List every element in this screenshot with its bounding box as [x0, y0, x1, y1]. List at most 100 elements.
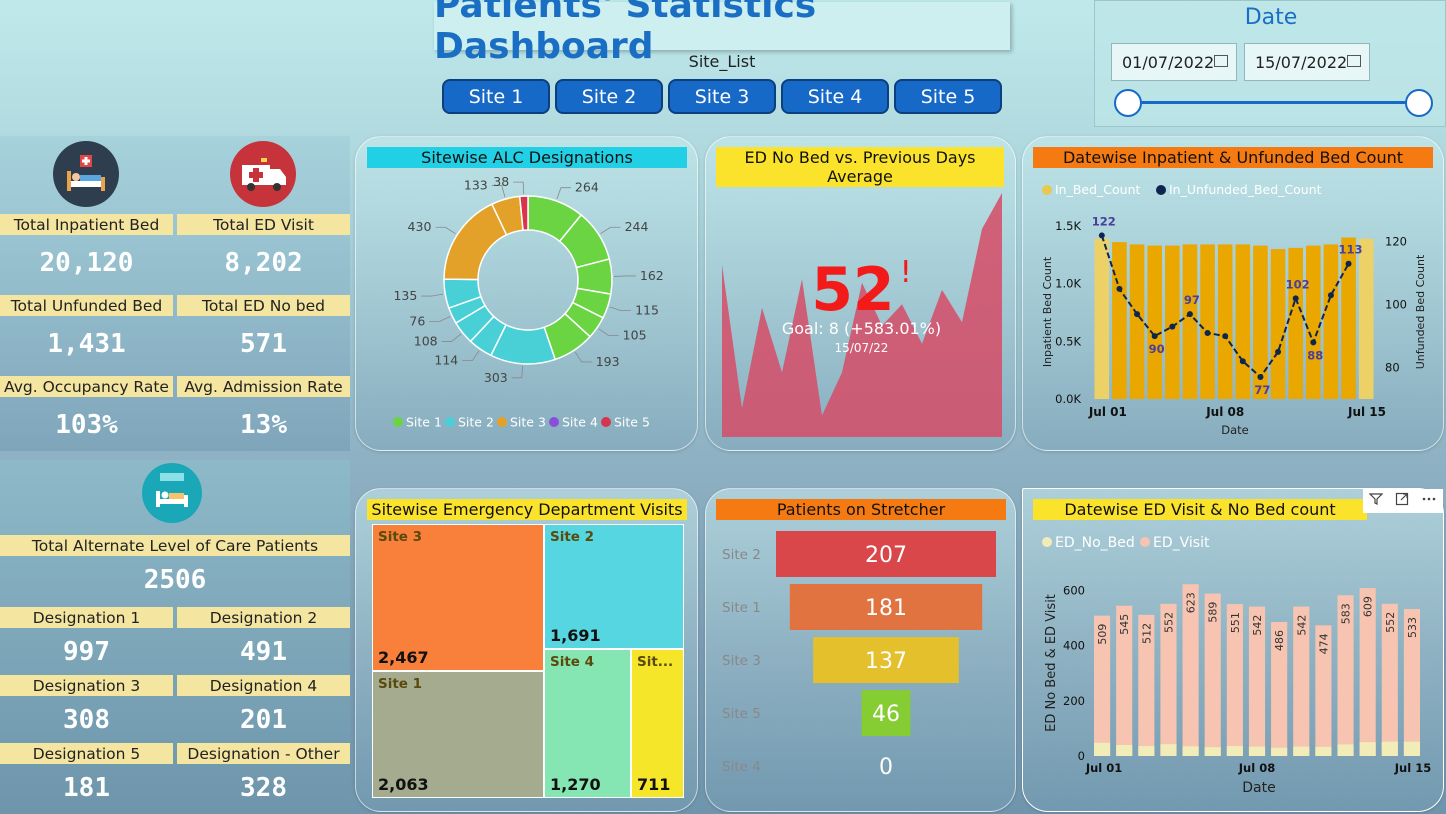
ed-visit-bar [1337, 595, 1354, 756]
hospital-bed-icon [53, 141, 119, 207]
treemap-tile-label: Site 3 [378, 529, 423, 545]
ed-visit-data-label: 552 [1162, 612, 1175, 633]
unfunded-bed-data-label: 88 [1307, 348, 1323, 362]
total-inpatient-bed-label: Total Inpatient Bed [0, 214, 173, 235]
unfunded-bed-point [1222, 333, 1229, 340]
focus-mode-icon[interactable] [1395, 492, 1409, 510]
ed-visit-bar [1182, 584, 1199, 756]
donut-data-label: 133 [464, 178, 488, 193]
site-4-button[interactable]: Site 4 [781, 79, 889, 114]
inpatient-bed-bar [1341, 237, 1356, 399]
ed-visit-bar [1403, 609, 1420, 756]
inpatient-bed-bar [1217, 244, 1233, 399]
site-5-button[interactable]: Site 5 [894, 79, 1002, 114]
kpi-panel: Total Inpatient Bed Total ED Visit 20,12… [0, 136, 350, 451]
ed-visit-data-label: 512 [1140, 623, 1153, 644]
inpatient-bed-bar [1306, 245, 1321, 399]
site-3-button[interactable]: Site 3 [668, 79, 776, 114]
ed-no-bed-bar [1116, 744, 1133, 756]
designation-4-value: 201 [240, 705, 287, 735]
ed-visit-data-label: 609 [1362, 596, 1375, 617]
y2-tick-label: 120 [1385, 235, 1407, 249]
y2-tick-label: 100 [1385, 298, 1407, 312]
alc-donut-title: Sitewise ALC Designations [367, 147, 687, 168]
funnel-bar [813, 637, 959, 683]
unfunded-bed-point [1275, 348, 1282, 355]
donut-leader-line [421, 293, 444, 297]
page-title: Patients' Statistics Dashboard [434, 0, 817, 67]
ed-no-bed-bar [1248, 746, 1266, 756]
ed-visit-bar [1160, 603, 1177, 756]
designation-3-value: 308 [63, 705, 110, 735]
inpatient-bed-bar [1182, 244, 1198, 399]
y2-axis-title: Unfunded Bed Count [1414, 254, 1427, 369]
designation-other-label: Designation - Other [177, 743, 350, 764]
unfunded-bed-point [1310, 339, 1317, 346]
treemap-tile-value: 711 [637, 775, 671, 794]
ed-no-bed-bar [1381, 741, 1398, 756]
filter-icon[interactable] [1368, 492, 1384, 510]
y2-tick-label: 80 [1385, 361, 1400, 375]
y-tick-label: 0.5K [1055, 334, 1081, 348]
ed-visits-treemap: Site 3 2,467 Site 2 1,691 Site 1 2,063 Site 4 1… [372, 524, 684, 798]
inpatient-bed-bar [1147, 245, 1162, 399]
ed-visit-bar [1204, 593, 1221, 756]
unfunded-bed-data-label: 102 [1286, 277, 1310, 291]
designation-2-value: 491 [240, 637, 287, 667]
treemap-tile: Site 1 2,063 [372, 671, 544, 798]
ed-visit-bar [1271, 622, 1288, 756]
inpatient-bed-bar [1288, 247, 1303, 399]
donut-data-label: 193 [596, 354, 620, 369]
site-list-label: Site_List [688, 52, 756, 71]
ed-visit-bar [1116, 605, 1133, 756]
donut-leader-line [513, 181, 525, 195]
dashboard-title-box: Patients' Statistics Dashboard [434, 0, 1010, 67]
y-tick-label: 1.0K [1055, 277, 1081, 291]
ed-visit-bar [1094, 615, 1111, 756]
donut-leader-line [600, 226, 621, 235]
ed-no-bed-bar [1160, 744, 1177, 756]
funnel-category-label: Site 2 [722, 547, 761, 563]
inpatient-bed-bar [1129, 244, 1145, 399]
legend-label: Site 1 [406, 415, 442, 430]
treemap-tile-value: 1,691 [550, 626, 601, 645]
inpatient-unfunded-title: Datewise Inpatient & Unfunded Bed Count [1033, 147, 1433, 168]
end-date-input[interactable]: 15/07/2022 [1244, 43, 1370, 81]
ed-no-bed-area-chart [722, 193, 1002, 437]
ed-visit-data-label: 623 [1185, 592, 1198, 613]
visual-header-toolbar [1363, 489, 1443, 513]
ed-visit-data-label: 583 [1340, 603, 1353, 624]
ed-no-bed-card: ED No Bed vs. Previous Days Average 52 !… [705, 136, 1016, 451]
donut-data-label: 303 [484, 370, 508, 385]
ed-no-bed-bar [1094, 742, 1111, 756]
inpatient-bed-bar [1094, 238, 1110, 399]
donut-leader-line [609, 306, 632, 312]
date-range-start-handle[interactable] [1114, 89, 1142, 117]
treemap-tile: Site 3 2,467 [372, 524, 544, 671]
designation-5-label: Designation 5 [0, 743, 173, 764]
inpatient-bed-bar [1253, 245, 1268, 399]
date-range-end-handle[interactable] [1405, 89, 1433, 117]
x-axis-title: Date [1221, 423, 1249, 437]
funnel-data-label: 207 [865, 543, 907, 568]
calendar-icon[interactable] [1214, 55, 1228, 67]
site-2-button[interactable]: Site 2 [555, 79, 663, 114]
x-tick-label: Jul 08 [1238, 761, 1275, 775]
total-unfunded-bed-value: 1,431 [47, 329, 126, 359]
date-range-slider-track[interactable] [1129, 101, 1419, 104]
site-1-button[interactable]: Site 1 [442, 79, 550, 114]
more-options-icon[interactable] [1421, 492, 1437, 510]
designation-other-value: 328 [240, 773, 287, 803]
ed-visit-nobed-card: Datewise ED Visit & No Bed count ED_No_B… [1022, 488, 1444, 812]
donut-data-label: 114 [434, 353, 458, 368]
donut-leader-line [598, 328, 619, 337]
inpatient-bed-bar [1235, 244, 1251, 399]
treemap-tile-value: 1,270 [550, 775, 601, 794]
ed-no-bed-goal: Goal: 8 (+583.01%) [781, 319, 942, 338]
start-date-input[interactable]: 01/07/2022 [1111, 43, 1237, 81]
donut-data-label: 244 [625, 219, 649, 234]
ed-visit-data-label: 486 [1273, 630, 1286, 651]
legend-marker [1042, 185, 1052, 195]
calendar-icon[interactable] [1347, 55, 1361, 67]
y-tick-label: 0 [1078, 749, 1085, 763]
